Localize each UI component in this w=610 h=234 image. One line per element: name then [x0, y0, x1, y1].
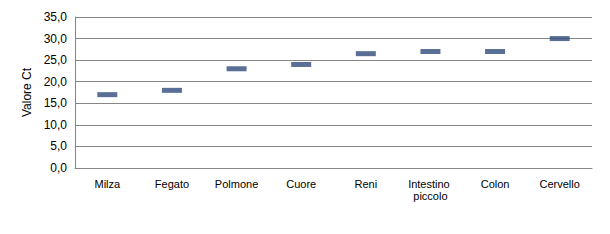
svg-text:25,0: 25,0: [44, 53, 68, 67]
svg-text:Cervello: Cervello: [540, 178, 580, 190]
svg-text:Reni: Reni: [355, 178, 378, 190]
svg-text:20,0: 20,0: [44, 75, 68, 89]
svg-text:Intestino: Intestino: [408, 178, 453, 190]
svg-text:Valore Ct: Valore Ct: [20, 67, 34, 117]
svg-text:Colon: Colon: [481, 178, 510, 190]
svg-text:Cuore: Cuore: [286, 178, 316, 190]
svg-text:piccolo: piccolo: [413, 190, 447, 202]
svg-text:5,0: 5,0: [50, 139, 67, 153]
svg-text:10,0: 10,0: [44, 118, 68, 132]
svg-text:0,0: 0,0: [50, 161, 67, 175]
svg-text:Fegato: Fegato: [155, 178, 189, 190]
svg-text:Polmone: Polmone: [215, 178, 258, 190]
svg-text:35,0: 35,0: [44, 10, 68, 24]
svg-text:Milza: Milza: [94, 178, 121, 190]
svg-text:15,0: 15,0: [44, 96, 68, 110]
svg-text:30,0: 30,0: [44, 32, 68, 46]
